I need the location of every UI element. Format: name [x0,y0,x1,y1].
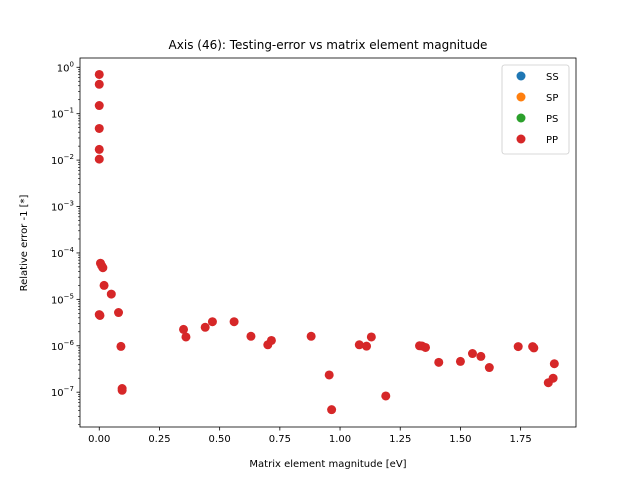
data-point [99,280,109,290]
data-point [117,385,127,395]
y-axis: 100 10−1 10−2 10−3 10−4 10−5 10−6 10−7 [51,60,80,425]
legend-label: PS [546,114,558,125]
data-point [181,332,191,342]
data-point [200,322,210,332]
data-point [354,340,364,350]
data-point [529,343,539,353]
y-tick-label: 10−3 [51,200,74,214]
data-point [179,324,189,334]
y-tick-label: 10−5 [51,292,74,306]
data-point [94,79,104,89]
data-point [381,391,391,401]
data-point [327,405,337,415]
legend-marker [516,71,526,81]
x-tick-label: 1.75 [509,434,531,445]
y-tick-label: 10−6 [51,339,75,353]
data-point [548,373,558,383]
data-point [94,101,104,111]
x-axis-label: Matrix element magnitude [eV] [249,459,406,470]
data-point [421,342,431,352]
data-point [549,359,559,369]
y-tick-label: 10−1 [51,107,74,121]
x-tick-label: 1.50 [449,434,471,445]
y-tick-label: 10−7 [51,385,74,399]
data-point [94,69,104,79]
data-point [114,308,124,318]
x-tick-label: 0.75 [269,434,291,445]
data-point [362,341,372,351]
data-point [434,357,444,367]
data-point [455,356,465,366]
y-tick-label: 100 [57,60,74,74]
legend-marker [516,92,526,102]
legend-label: SS [546,72,559,83]
y-tick-label: 10−4 [51,246,75,260]
data-point [513,342,523,352]
data-point [246,331,256,341]
data-point [266,335,276,345]
x-tick-label: 1.00 [329,434,351,445]
x-tick-label: 0.50 [209,434,231,445]
data-point [116,341,126,351]
data-point [94,123,104,133]
legend-label: SP [546,93,558,104]
x-tick-label: 0.25 [148,434,170,445]
data-point [306,331,316,341]
x-tick-label: 0.00 [88,434,110,445]
data-point [95,310,105,320]
y-tick-label: 10−2 [51,153,74,167]
x-axis: 0.00 0.25 0.50 0.75 1.00 1.25 1.50 1.75 [88,427,532,445]
points-layer [94,69,559,415]
y-axis-label: Relative error -1 [*] [19,194,30,291]
data-point [484,363,494,373]
data-point [229,317,239,327]
data-point [476,351,486,361]
legend-marker [516,113,526,123]
data-point [98,263,108,273]
legend: SS SP PS PP [501,64,570,155]
data-point [106,289,116,299]
chart-title: Axis (46): Testing-error vs matrix eleme… [169,38,488,52]
data-point [467,349,477,359]
x-tick-label: 1.25 [389,434,411,445]
legend-box [501,64,570,155]
data-point [324,370,334,380]
data-point [366,332,376,342]
data-point [94,144,104,154]
legend-label: PP [546,135,558,146]
data-point [207,317,217,327]
data-point [94,154,104,164]
legend-marker [516,134,526,144]
plot-frame [79,57,577,428]
